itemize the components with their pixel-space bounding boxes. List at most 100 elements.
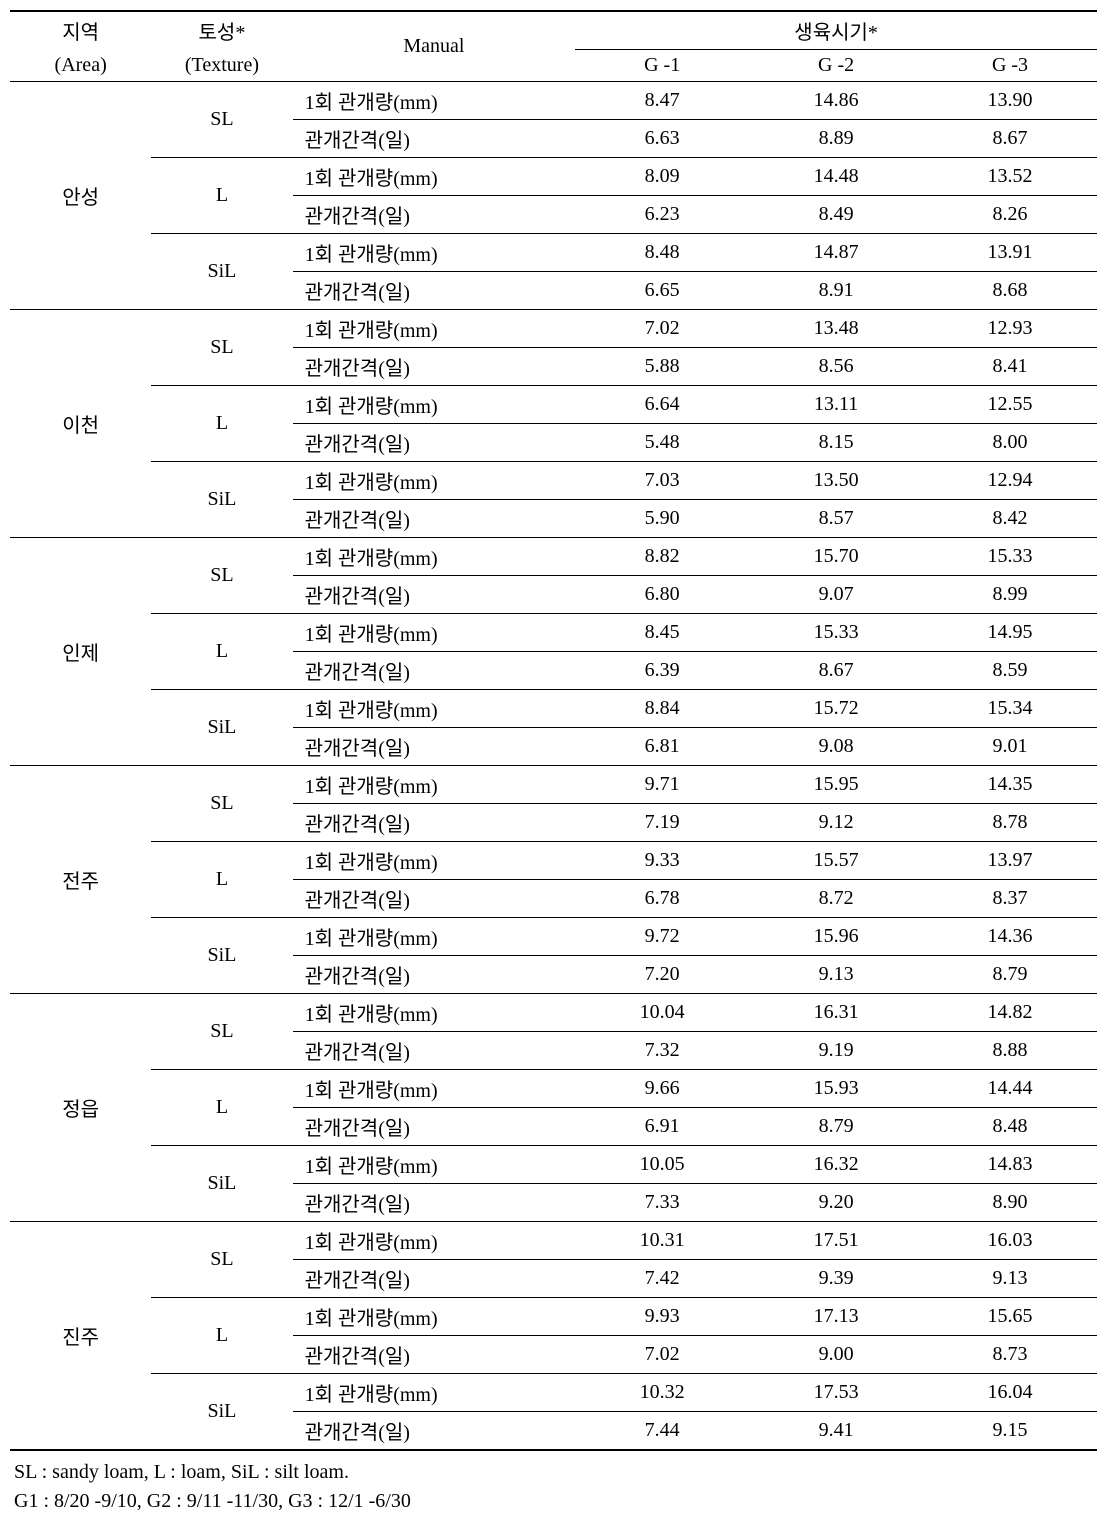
texture-cell: SiL [151, 234, 292, 310]
value-g2: 8.89 [749, 120, 923, 158]
footnote-periods: G1 : 8/20 -9/10, G2 : 9/11 -11/30, G3 : … [14, 1490, 1097, 1513]
irrigation-amount-label: 1회 관개량(mm) [293, 538, 576, 576]
value-g1: 5.88 [575, 348, 749, 386]
value-g3: 14.36 [923, 918, 1097, 956]
value-g2: 8.15 [749, 424, 923, 462]
value-g2: 9.00 [749, 1336, 923, 1374]
area-name: 이천 [10, 310, 151, 538]
value-g2: 9.19 [749, 1032, 923, 1070]
irrigation-interval-label: 관개간격(일) [293, 1412, 576, 1451]
irrigation-amount-label: 1회 관개량(mm) [293, 310, 576, 348]
value-g1: 9.72 [575, 918, 749, 956]
irrigation-amount-label: 1회 관개량(mm) [293, 918, 576, 956]
value-g3: 12.93 [923, 310, 1097, 348]
value-g1: 7.20 [575, 956, 749, 994]
value-g1: 7.03 [575, 462, 749, 500]
value-g3: 14.35 [923, 766, 1097, 804]
texture-cell: SL [151, 766, 292, 842]
irrigation-interval-label: 관개간격(일) [293, 804, 576, 842]
value-g2: 8.79 [749, 1108, 923, 1146]
irrigation-amount-label: 1회 관개량(mm) [293, 1298, 576, 1336]
value-g2: 9.41 [749, 1412, 923, 1451]
value-g3: 15.33 [923, 538, 1097, 576]
irrigation-interval-label: 관개간격(일) [293, 728, 576, 766]
irrigation-amount-label: 1회 관개량(mm) [293, 1070, 576, 1108]
value-g1: 7.02 [575, 310, 749, 348]
irrigation-interval-label: 관개간격(일) [293, 1184, 576, 1222]
value-g3: 8.67 [923, 120, 1097, 158]
value-g3: 15.34 [923, 690, 1097, 728]
value-g1: 5.48 [575, 424, 749, 462]
col-area-en: (Area) [10, 50, 151, 82]
value-g2: 9.20 [749, 1184, 923, 1222]
texture-cell: SL [151, 1222, 292, 1298]
value-g3: 16.03 [923, 1222, 1097, 1260]
texture-cell: SiL [151, 690, 292, 766]
value-g1: 6.91 [575, 1108, 749, 1146]
value-g1: 8.45 [575, 614, 749, 652]
value-g3: 8.00 [923, 424, 1097, 462]
value-g2: 15.96 [749, 918, 923, 956]
value-g3: 12.94 [923, 462, 1097, 500]
value-g1: 7.33 [575, 1184, 749, 1222]
value-g3: 8.90 [923, 1184, 1097, 1222]
texture-cell: L [151, 386, 292, 462]
value-g1: 8.09 [575, 158, 749, 196]
value-g2: 17.51 [749, 1222, 923, 1260]
irrigation-amount-label: 1회 관개량(mm) [293, 842, 576, 880]
irrigation-interval-label: 관개간격(일) [293, 1336, 576, 1374]
value-g3: 9.15 [923, 1412, 1097, 1451]
value-g1: 8.47 [575, 82, 749, 120]
value-g1: 10.31 [575, 1222, 749, 1260]
value-g2: 13.48 [749, 310, 923, 348]
texture-cell: L [151, 158, 292, 234]
value-g2: 9.07 [749, 576, 923, 614]
value-g3: 13.90 [923, 82, 1097, 120]
value-g1: 5.90 [575, 500, 749, 538]
irrigation-interval-label: 관개간격(일) [293, 576, 576, 614]
area-name: 전주 [10, 766, 151, 994]
value-g1: 9.93 [575, 1298, 749, 1336]
texture-cell: L [151, 842, 292, 918]
texture-cell: SL [151, 82, 292, 158]
texture-cell: SiL [151, 1146, 292, 1222]
value-g2: 14.87 [749, 234, 923, 272]
value-g2: 13.50 [749, 462, 923, 500]
value-g1: 6.64 [575, 386, 749, 424]
value-g2: 15.72 [749, 690, 923, 728]
irrigation-amount-label: 1회 관개량(mm) [293, 690, 576, 728]
col-texture-en: (Texture) [151, 50, 292, 82]
value-g1: 8.84 [575, 690, 749, 728]
value-g3: 13.91 [923, 234, 1097, 272]
value-g1: 6.81 [575, 728, 749, 766]
value-g1: 10.05 [575, 1146, 749, 1184]
irrigation-amount-label: 1회 관개량(mm) [293, 234, 576, 272]
value-g3: 8.59 [923, 652, 1097, 690]
footnotes: SL : sandy loam, L : loam, SiL : silt lo… [10, 1461, 1097, 1513]
value-g2: 9.12 [749, 804, 923, 842]
texture-cell: SiL [151, 918, 292, 994]
value-g1: 7.42 [575, 1260, 749, 1298]
value-g3: 9.13 [923, 1260, 1097, 1298]
irrigation-table: 지역토성*Manual생육시기*(Area)(Texture)G -1G -2G… [10, 10, 1097, 1451]
value-g3: 16.04 [923, 1374, 1097, 1412]
irrigation-interval-label: 관개간격(일) [293, 1108, 576, 1146]
irrigation-interval-label: 관개간격(일) [293, 652, 576, 690]
value-g1: 8.48 [575, 234, 749, 272]
value-g2: 17.13 [749, 1298, 923, 1336]
value-g3: 13.52 [923, 158, 1097, 196]
value-g3: 8.26 [923, 196, 1097, 234]
area-name: 안성 [10, 82, 151, 310]
texture-cell: L [151, 1298, 292, 1374]
value-g1: 8.82 [575, 538, 749, 576]
value-g2: 8.67 [749, 652, 923, 690]
value-g2: 14.48 [749, 158, 923, 196]
col-texture-kr: 토성* [151, 11, 292, 50]
col-g3: G -3 [923, 50, 1097, 82]
value-g3: 8.68 [923, 272, 1097, 310]
value-g1: 10.32 [575, 1374, 749, 1412]
value-g2: 13.11 [749, 386, 923, 424]
value-g1: 9.33 [575, 842, 749, 880]
texture-cell: SiL [151, 462, 292, 538]
col-g2: G -2 [749, 50, 923, 82]
